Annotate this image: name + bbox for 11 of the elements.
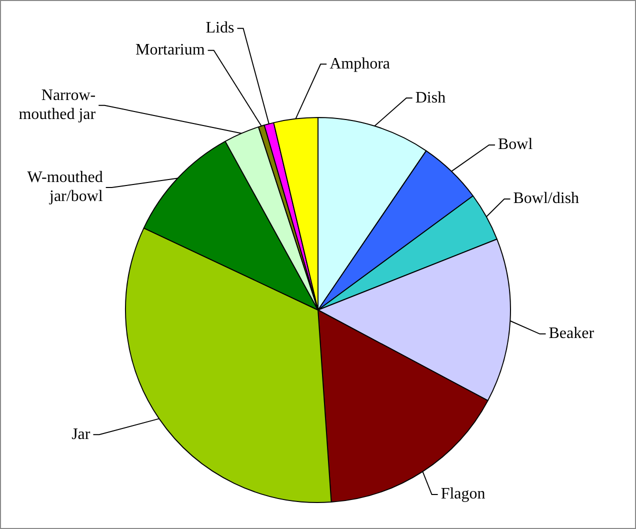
slice-label: W-mouthed jar/bowl xyxy=(27,169,104,206)
slice-label: Narrow-mouthed jar xyxy=(18,87,96,124)
slice-label: Bowl xyxy=(498,136,534,154)
slice-label: Mortarium xyxy=(135,42,206,59)
slice-label: Lids xyxy=(206,20,234,37)
slice-label: Beaker xyxy=(548,325,595,342)
slice-label: Jar xyxy=(72,426,91,443)
slice-label: Amphora xyxy=(330,55,390,72)
slice-label: Flagon xyxy=(440,486,486,503)
slice-label: Dish xyxy=(415,89,446,106)
slice-label: Bowl/dish xyxy=(513,190,580,208)
